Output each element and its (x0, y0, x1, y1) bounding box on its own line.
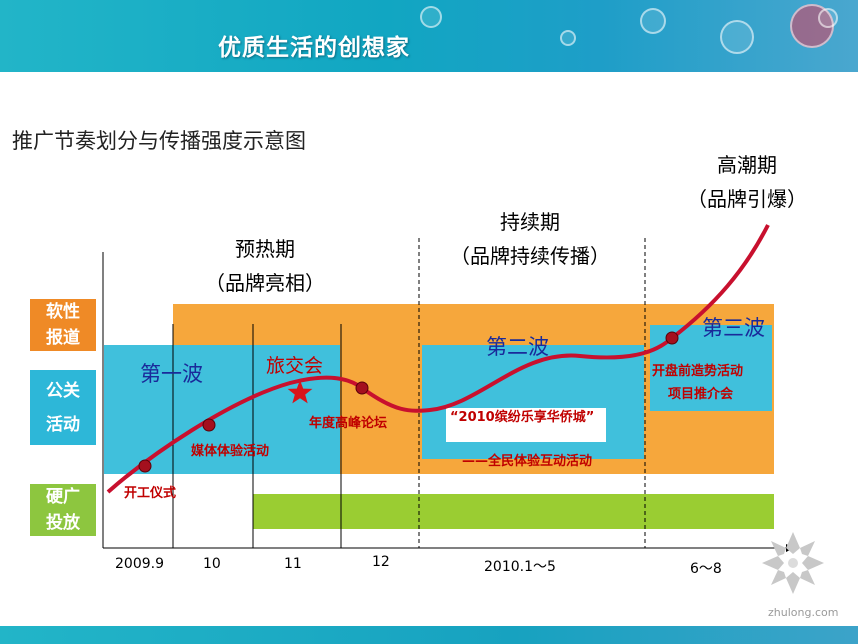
event-presale: 开盘前造势活动 (652, 364, 744, 379)
category-line: 公关 (46, 381, 80, 401)
curve-marker (202, 418, 216, 432)
bubble-decoration (640, 8, 666, 34)
event-all-people: ——全民体验互动活动 (462, 454, 593, 469)
bubble-decoration (420, 6, 442, 28)
phase-climax: 高潮期 （品牌引爆） (672, 148, 822, 216)
event-city: “2010缤纷乐享华侨城” (450, 410, 595, 425)
category-line: 投放 (46, 513, 80, 533)
timeline-label: 11 (284, 556, 302, 572)
timeline-label: 2009.9 (115, 556, 164, 572)
timeline-label: 6～8 (690, 561, 722, 577)
header-title: 优质生活的创想家 (218, 35, 410, 61)
bubble-decoration (818, 8, 838, 28)
curve-marker (665, 331, 679, 345)
wave-3-label: 第三波 (702, 316, 765, 340)
watermark-logo-icon (762, 532, 824, 594)
category-line: 报道 (46, 328, 80, 348)
category-pr-activity: 公关 活动 (30, 370, 96, 445)
category-hard-ad: 硬广 投放 (30, 484, 96, 536)
phase-name: 高潮期 (717, 153, 777, 177)
wave-1-label: 第一波 (140, 362, 203, 386)
phase-preheat: 预热期 （品牌亮相） (190, 232, 340, 300)
star-icon (287, 380, 313, 404)
category-line: 硬广 (46, 487, 80, 507)
footer-banner (0, 626, 858, 644)
curve-marker (355, 381, 369, 395)
timeline-label: 2010.1～5 (484, 559, 556, 575)
phase-sub: （品牌引爆） (687, 187, 807, 211)
event-launch: 开工仪式 (124, 486, 177, 501)
event-media: 媒体体验活动 (191, 444, 270, 459)
phase-sub: （品牌持续传播） (450, 244, 610, 268)
band-gap (104, 474, 774, 494)
curve-marker (138, 459, 152, 473)
event-travel-fair: 旅交会 (266, 355, 324, 377)
phase-sustain: 持续期 （品牌持续传播） (430, 205, 630, 273)
wave-2-label: 第二波 (486, 335, 549, 359)
timeline-label: 12 (372, 554, 390, 570)
bubble-decoration (720, 20, 754, 54)
category-line: 活动 (46, 415, 80, 435)
timeline-label: 10 (203, 556, 221, 572)
bubble-decoration (560, 30, 576, 46)
phase-sub: （品牌亮相） (205, 271, 325, 295)
phase-name: 预热期 (235, 237, 295, 261)
phase-name: 持续期 (500, 210, 560, 234)
pr-band-wave1 (104, 345, 340, 474)
header-banner (0, 0, 858, 72)
event-forum: 年度高峰论坛 (309, 416, 388, 431)
hard-ad-band (253, 494, 774, 529)
event-promo: 项目推介会 (668, 387, 734, 402)
category-line: 软性 (46, 302, 80, 322)
watermark-text: zhulong.com (768, 606, 839, 619)
event-box (446, 408, 606, 442)
category-soft-report: 软性 报道 (30, 299, 96, 351)
diagram-title: 推广节奏划分与传播强度示意图 (12, 129, 306, 153)
